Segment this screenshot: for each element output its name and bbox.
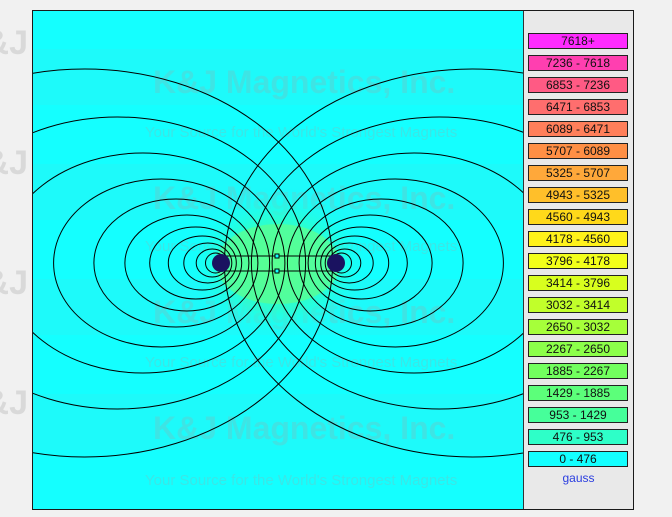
legend-item: 1885 - 2267 <box>528 363 628 379</box>
contour-right-8 <box>271 152 523 374</box>
legend-item: 5707 - 6089 <box>528 143 628 159</box>
legend-item: 1429 - 1885 <box>528 385 628 401</box>
legend-item: 2267 - 2650 <box>528 341 628 357</box>
contour-left-9 <box>33 116 307 410</box>
field-watermark-bands <box>33 49 523 450</box>
legend-item: 2650 - 3032 <box>528 319 628 335</box>
legend: 7618+ 7236 - 7618 6853 - 7236 6471 - 6853 60… <box>524 11 633 509</box>
contour-left-6 <box>93 198 259 328</box>
magnetic-field-plot: K&J Magnetics, Inc. Your Source for the … <box>33 11 524 509</box>
legend-item: 3032 - 3414 <box>528 297 628 313</box>
legend-item: 4178 - 4560 <box>528 231 628 247</box>
legend-item: 0 - 476 <box>528 451 628 467</box>
legend-unit-label: gauss <box>562 471 595 485</box>
contour-right-4 <box>314 226 408 300</box>
legend-item: 3414 - 3796 <box>528 275 628 291</box>
watermark-tagline: Your Source for the World's Strongest Ma… <box>145 124 457 141</box>
pole-cluster-right <box>327 254 345 272</box>
pole-cluster-left <box>212 254 230 272</box>
contour-left-5 <box>124 214 250 312</box>
legend-item: 7236 - 7618 <box>528 55 628 71</box>
contour-right-7 <box>286 178 504 348</box>
contour-left-2 <box>183 242 233 284</box>
contour-right-5 <box>307 214 433 312</box>
watermark-tagline: Your Source for the World's Strongest Ma… <box>145 472 457 489</box>
contour-right-3 <box>320 235 390 291</box>
legend-item: 4560 - 4943 <box>528 209 628 225</box>
magnet-outline <box>218 253 336 274</box>
legend-item: 4943 - 5325 <box>528 187 628 203</box>
legend-item: 6089 - 6471 <box>528 121 628 137</box>
contour-left-4 <box>149 226 243 300</box>
legend-item: 476 - 953 <box>528 429 628 445</box>
legend-item: 6853 - 7236 <box>528 77 628 93</box>
contour-right-9 <box>250 116 523 410</box>
legend-item: 3796 - 4178 <box>528 253 628 269</box>
contour-right-2 <box>324 242 374 284</box>
legend-item: 7618+ <box>528 33 628 49</box>
watermark-brand: K&J Magnetics, Inc. <box>153 410 455 446</box>
contour-left-8 <box>33 152 286 374</box>
contour-right-6 <box>298 198 464 328</box>
legend-item: 953 - 1429 <box>528 407 628 423</box>
legend-item: 6471 - 6853 <box>528 99 628 115</box>
field-glow <box>183 186 373 342</box>
legend-item: 5325 - 5707 <box>528 165 628 181</box>
contour-left-7 <box>53 178 271 348</box>
contour-left-3 <box>167 235 237 291</box>
watermark-brand: K&J Magnetics, Inc. <box>153 64 455 100</box>
